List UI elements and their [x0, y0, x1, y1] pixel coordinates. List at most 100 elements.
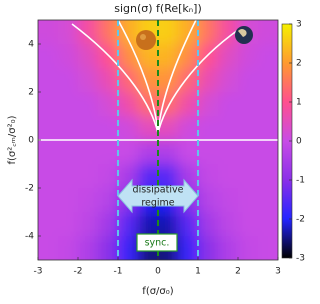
heat-cell — [218, 236, 239, 260]
heat-cell — [158, 140, 179, 165]
heat-cell — [98, 68, 119, 93]
heat-cell — [78, 68, 99, 93]
heat-cell — [78, 212, 99, 237]
heat-cell — [178, 164, 199, 189]
colorbar-tick-label: 2 — [296, 59, 302, 69]
contour — [157, 29, 239, 134]
heat-cell — [198, 164, 219, 189]
heat-cell — [218, 140, 239, 165]
heat-cell — [38, 212, 59, 237]
heat-cell — [218, 164, 239, 189]
heat-cell — [258, 68, 278, 93]
heat-cell — [38, 116, 59, 141]
heat-cell — [58, 212, 79, 237]
colorbar-tick-label: -3 — [296, 254, 305, 264]
heat-cell — [38, 188, 59, 213]
heat-cell — [198, 236, 219, 260]
x-axis-label: f(σ/σ₀) — [142, 286, 173, 297]
heat-cell — [218, 68, 239, 93]
heat-cell — [258, 20, 278, 45]
heat-cell — [118, 236, 139, 260]
planet-icon — [136, 30, 156, 50]
sync-box — [136, 233, 178, 252]
heat-cell — [38, 44, 59, 69]
colorbar-tick-label: 0 — [296, 137, 302, 147]
dissipative-arrow — [117, 178, 199, 214]
heat-cell — [98, 188, 119, 213]
y-axis-label: f(σ²꜀ₘ/σ²₀) — [7, 115, 18, 164]
heat-cell — [138, 140, 159, 165]
heat-cell — [138, 116, 159, 141]
colorbar-tick-label: 1 — [296, 98, 302, 108]
heat-cell — [178, 140, 199, 165]
x-tick-label: -1 — [114, 267, 123, 277]
heat-cell — [158, 20, 179, 45]
heat-cell — [198, 68, 219, 93]
heat-cell — [118, 116, 139, 141]
heat-cell — [98, 140, 119, 165]
heat-cell — [178, 116, 199, 141]
x-tick-label: -2 — [74, 267, 83, 277]
heat-cell — [198, 20, 219, 45]
heat-cell — [158, 68, 179, 93]
heat-cell — [38, 20, 59, 45]
heat-cell — [98, 20, 119, 45]
heat-cell — [118, 20, 139, 45]
earth-icon-detail — [238, 29, 247, 37]
heat-cell — [258, 116, 278, 141]
heat-cell — [58, 140, 79, 165]
heat-cell — [118, 68, 139, 93]
heat-cell — [138, 44, 159, 69]
heat-cell — [178, 44, 199, 69]
heat-cell — [58, 116, 79, 141]
planet-icon-detail — [140, 34, 146, 40]
heat-cell — [178, 212, 199, 237]
heat-cell — [198, 116, 219, 141]
heat-cell — [258, 188, 278, 213]
heat-cell — [118, 140, 139, 165]
y-tick-label: 0 — [28, 136, 34, 146]
heat-cell — [218, 188, 239, 213]
heat-cell — [258, 140, 278, 165]
heat-cell — [158, 164, 179, 189]
heat-cell — [78, 20, 99, 45]
annotation: regime — [141, 198, 174, 209]
heat-cell — [158, 116, 179, 141]
heat-cell — [98, 212, 119, 237]
heat-cell — [158, 212, 179, 237]
heat-cell — [78, 188, 99, 213]
heat-cell — [218, 44, 239, 69]
x-tick-label: 0 — [155, 267, 161, 277]
heat-cell — [118, 212, 139, 237]
heat-cell — [138, 212, 159, 237]
heat-cell — [78, 116, 99, 141]
x-tick-label: 1 — [195, 267, 201, 277]
heat-cell — [238, 92, 259, 117]
y-tick-label: -4 — [25, 232, 34, 242]
heat-cell — [38, 140, 59, 165]
heat-cell — [98, 116, 119, 141]
page: {"chart_data": {"type": "heatmap", "titl… — [7, 2, 305, 297]
annotation: dissipative — [133, 185, 184, 196]
heat-cell — [198, 212, 219, 237]
heat-cell — [218, 92, 239, 117]
heat-cell — [218, 116, 239, 141]
heat-cell — [238, 44, 259, 69]
heat-cell — [238, 188, 259, 213]
heat-cell — [198, 140, 219, 165]
heat-cell — [258, 236, 278, 260]
reference-lines — [38, 20, 278, 260]
heat-cell — [38, 236, 59, 260]
heat-cell — [118, 92, 139, 117]
heat-cell — [258, 44, 278, 69]
heat-cell — [218, 20, 239, 45]
annotation: sync. — [145, 238, 170, 249]
heat-cell — [98, 236, 119, 260]
chart: sign(σ) f(Re[kₙ]) f(σ/σ₀) f(σ²꜀ₘ/σ²₀) di… — [7, 2, 305, 297]
heat-cell — [238, 68, 259, 93]
heat-cell — [38, 68, 59, 93]
colorbar-tick-label: 3 — [296, 20, 302, 30]
heat-cell — [78, 44, 99, 69]
heat-cell — [258, 164, 278, 189]
heat-cell — [78, 164, 99, 189]
